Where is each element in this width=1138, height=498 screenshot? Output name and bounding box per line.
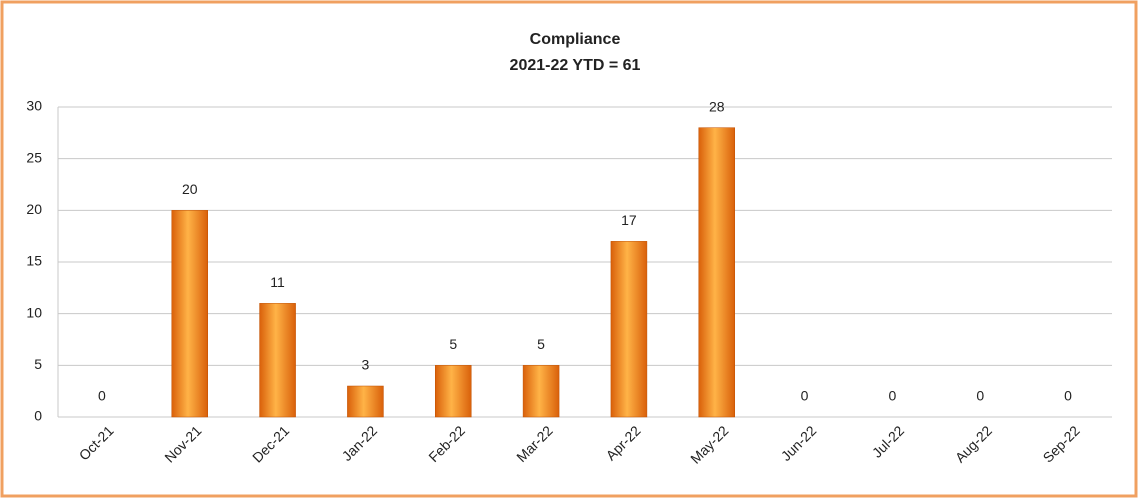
y-tick-label: 30 [26,98,42,114]
data-label: 0 [1064,388,1072,404]
data-label: 17 [621,212,637,228]
bar [698,127,735,418]
data-label: 28 [709,98,725,114]
data-label: 3 [362,357,370,373]
bar [435,365,472,418]
data-label: 5 [449,336,457,352]
y-tick-label: 10 [26,304,42,320]
bar [171,210,208,418]
bar [259,303,296,418]
y-tick-label: 0 [34,408,42,424]
chart-subtitle: 2021-22 YTD = 61 [510,57,641,74]
bar [347,385,384,418]
data-label: 0 [976,388,984,404]
data-label: 11 [270,274,285,290]
y-tick-label: 5 [34,356,42,372]
data-label: 5 [537,336,545,352]
bar [610,241,648,418]
data-label: 0 [98,388,106,404]
y-tick-label: 15 [26,253,42,269]
data-label: 20 [182,181,198,197]
y-tick-label: 25 [26,149,42,165]
data-label: 0 [801,388,809,404]
chart-title: Compliance [530,31,621,48]
y-tick-label: 20 [26,201,42,217]
data-label: 0 [889,388,897,404]
bar [522,365,560,418]
